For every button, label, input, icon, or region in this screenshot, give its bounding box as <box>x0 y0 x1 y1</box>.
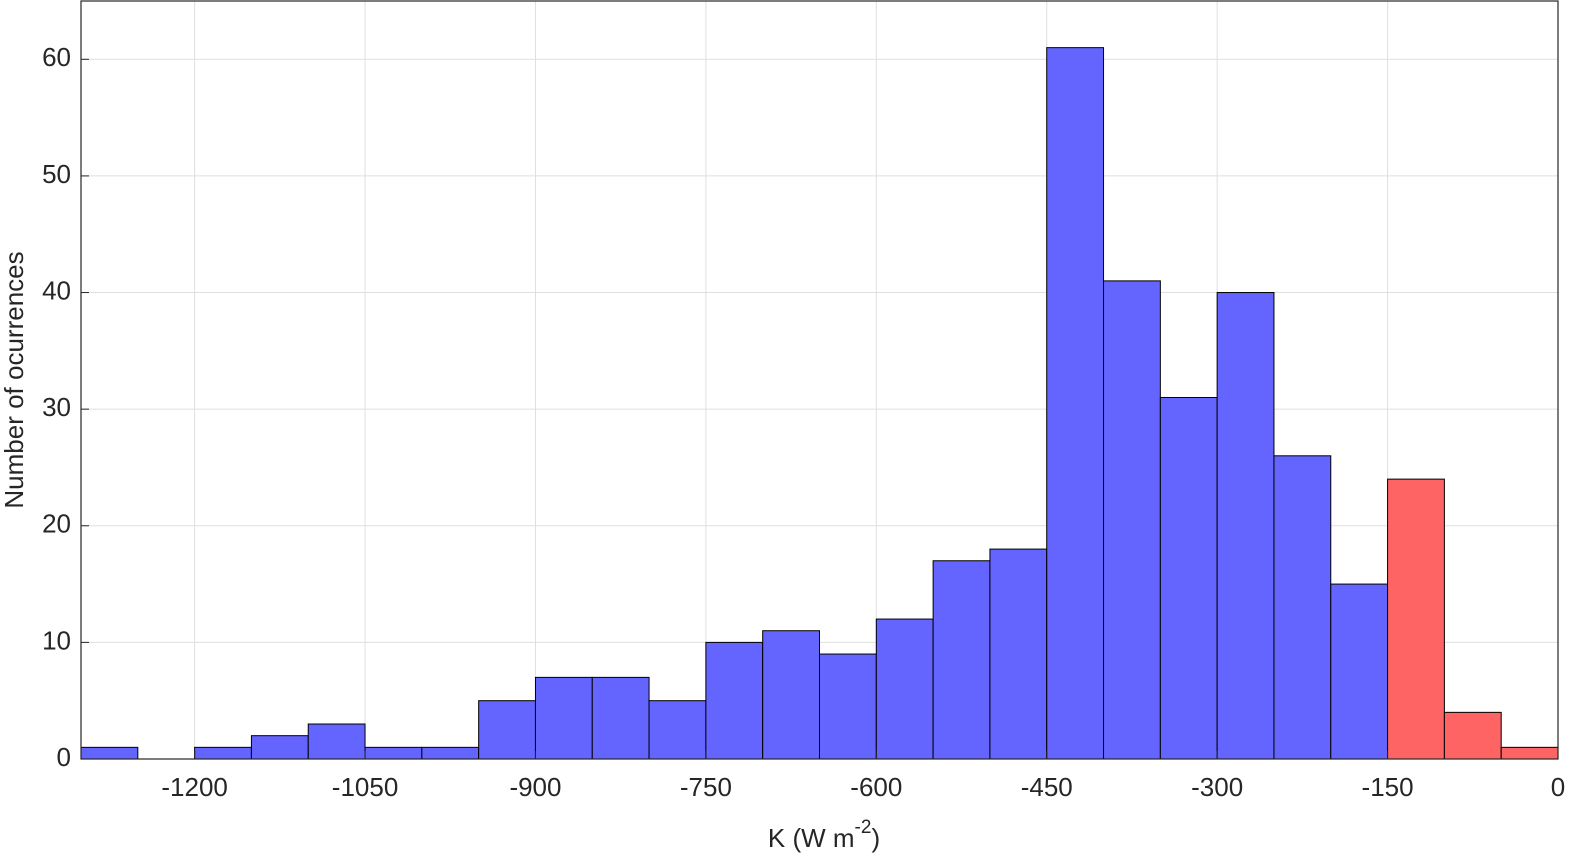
y-axis-label: Number of ocurrences <box>0 251 29 508</box>
x-tick-label: -750 <box>680 772 732 802</box>
y-tick-label: 40 <box>42 275 71 305</box>
y-tick-label: 30 <box>42 392 71 422</box>
bar <box>1159 396 1218 760</box>
x-tick-label: -150 <box>1362 772 1414 802</box>
x-tick-label: -1200 <box>161 772 228 802</box>
bar <box>1500 746 1559 760</box>
x-label-sup: -2 <box>855 817 872 838</box>
x-tick-label: -600 <box>850 772 902 802</box>
bar <box>648 700 707 760</box>
bar <box>478 700 536 760</box>
bar <box>591 676 650 760</box>
axes-box <box>80 0 1559 760</box>
axes: 0 10 20 30 40 50 60 -1200 -1050 -900 -750 -600 -450 -… <box>42 0 1565 802</box>
x-label-main: K (W m <box>768 823 855 853</box>
x-axis-label: K (W m-2) <box>768 817 880 853</box>
x-tick-label: -900 <box>509 772 561 802</box>
bar <box>1330 583 1389 760</box>
bar <box>364 746 423 760</box>
bar <box>534 676 593 760</box>
x-tick-label: -450 <box>1021 772 1073 802</box>
bars <box>80 47 1559 760</box>
bar <box>1046 47 1105 760</box>
bar <box>932 560 991 760</box>
bar <box>875 618 934 760</box>
x-tick-label: 0 <box>1551 772 1565 802</box>
bar <box>250 735 309 760</box>
y-tick-label: 0 <box>57 742 71 772</box>
bar <box>989 548 1048 760</box>
bar <box>1443 711 1502 760</box>
bar <box>705 641 764 760</box>
bar <box>421 746 480 760</box>
bar <box>80 746 139 760</box>
bar <box>194 746 252 760</box>
y-tick-label: 20 <box>42 509 71 539</box>
y-tick-label: 50 <box>42 159 71 189</box>
bar <box>1273 455 1332 760</box>
y-tick-label: 10 <box>42 625 71 655</box>
x-tick-label: -1050 <box>332 772 399 802</box>
bar <box>762 630 821 760</box>
bar <box>1216 292 1275 760</box>
y-tick-label: 60 <box>42 42 71 72</box>
bar <box>1103 280 1161 760</box>
x-label-end: ) <box>871 823 880 853</box>
x-tick-label: -300 <box>1191 772 1243 802</box>
bar <box>307 723 366 760</box>
bar <box>819 653 877 760</box>
bar <box>1387 478 1445 760</box>
